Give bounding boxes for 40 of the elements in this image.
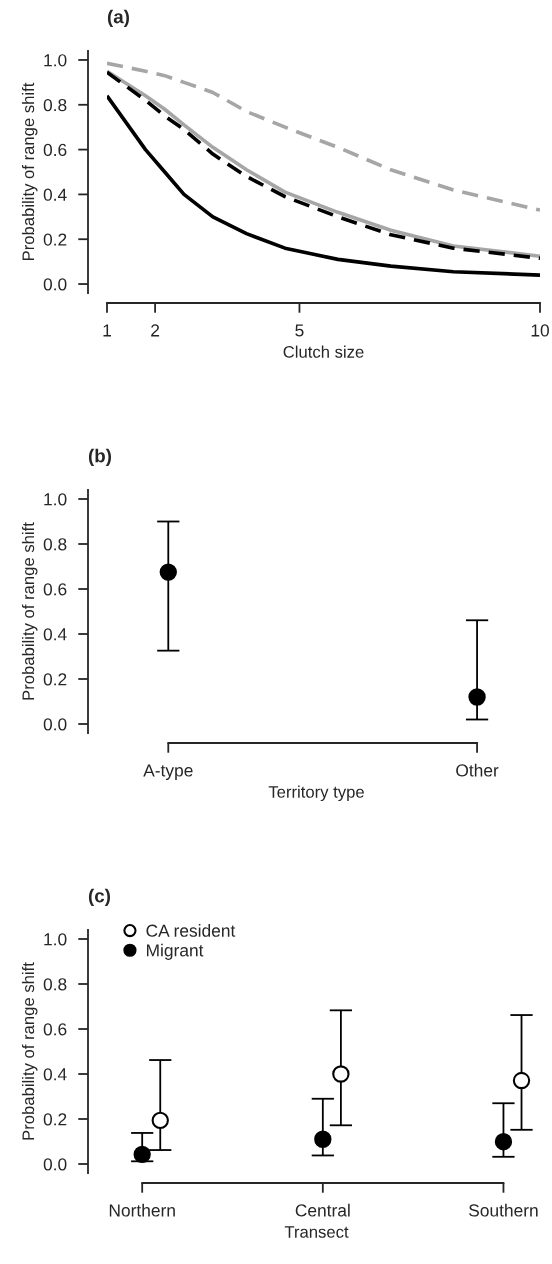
y-tick-label: 0.6 xyxy=(43,583,67,596)
y-tick-label: 0.4 xyxy=(43,188,67,201)
y-tick-label: 0.2 xyxy=(43,1113,67,1126)
y-axis-title: Probability of range shift xyxy=(21,82,38,261)
chart-title: (c) xyxy=(88,888,110,907)
x-tick-label: 10 xyxy=(531,324,549,337)
x-tick-label: 1 xyxy=(103,324,111,337)
y-axis-title: Probability of range shift xyxy=(21,522,38,700)
line-series xyxy=(107,94,540,277)
y-tick-label: 0.2 xyxy=(43,673,67,686)
y-tick-label: 0.6 xyxy=(43,143,67,157)
y-tick-label: 0.2 xyxy=(43,233,67,246)
y-tick-label: 1.0 xyxy=(44,54,67,67)
x-tick-label: Northern xyxy=(109,1203,175,1217)
line-series xyxy=(107,61,540,212)
x-axis-title: Transect xyxy=(284,1226,349,1238)
y-tick-label: 0.8 xyxy=(43,538,67,551)
y-axis-title: Probability of range shift xyxy=(21,962,38,1140)
legend-label: CA resident xyxy=(146,924,236,937)
y-tick-label: 1.0 xyxy=(44,933,67,946)
x-axis-title: Territory type xyxy=(268,785,364,802)
y-tick-label: 0.6 xyxy=(43,1023,67,1036)
y-tick-label: 0.8 xyxy=(43,978,67,991)
y-tick-label: 0.4 xyxy=(43,1068,67,1081)
x-tick-label: Other xyxy=(456,763,499,777)
y-tick-label: 1.0 xyxy=(44,493,67,506)
x-tick-label: Central xyxy=(295,1203,350,1217)
chart-title: (a) xyxy=(107,9,129,28)
y-tick-label: 0.4 xyxy=(43,628,67,641)
x-tick-label: 5 xyxy=(295,324,304,337)
legend-label: Migrant xyxy=(147,943,204,960)
x-tick-label: A-type xyxy=(143,764,193,781)
y-tick-label: 0.0 xyxy=(43,718,67,731)
x-tick-label: 2 xyxy=(151,324,160,337)
y-tick-label: 0.8 xyxy=(43,98,67,112)
x-tick-label: Southern xyxy=(469,1203,538,1217)
x-axis-title: Clutch size xyxy=(283,345,364,358)
y-tick-label: 0.0 xyxy=(43,1158,67,1171)
chart-title: (b) xyxy=(88,448,112,467)
y-tick-label: 0.0 xyxy=(43,278,67,291)
